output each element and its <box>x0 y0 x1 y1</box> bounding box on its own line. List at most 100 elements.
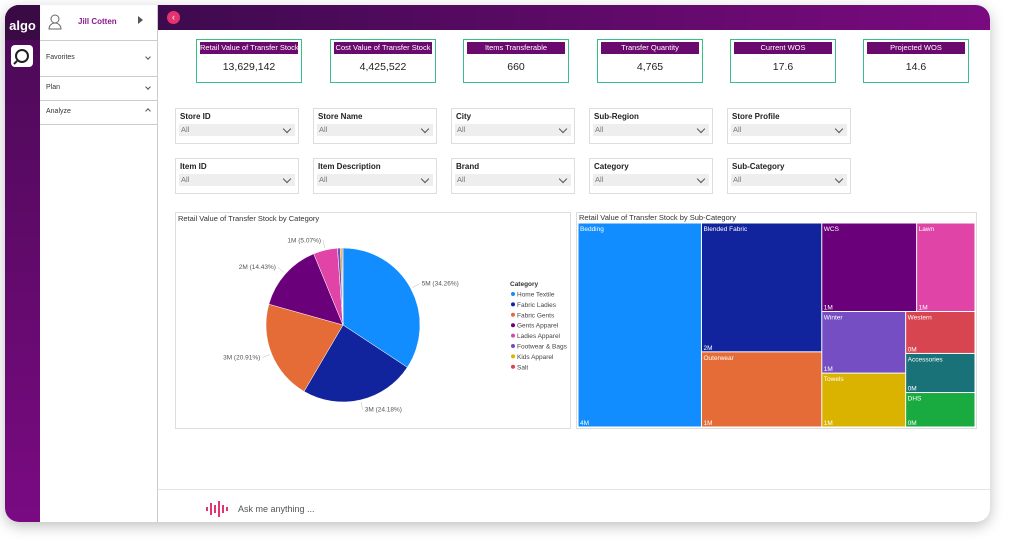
chevron <box>145 108 151 114</box>
sidebar: Jill Cotten Favorites Plan Analyze <box>40 5 158 522</box>
tile-label: DHS <box>908 396 922 403</box>
kpi-label: Cost Value of Transfer Stock <box>334 42 432 54</box>
analyze-icon[interactable] <box>11 45 33 67</box>
kpi-value: 13,629,142 <box>222 61 276 73</box>
tile-label: Lawn <box>919 226 935 233</box>
legend-label: Fabric Gents <box>517 312 555 319</box>
menu-item[interactable]: Plan <box>40 77 158 101</box>
filter: Sub-Region All <box>589 108 713 144</box>
legend-dot <box>511 323 515 328</box>
kpi-card: Items Transferable 660 <box>463 39 569 83</box>
voice-icon[interactable] <box>205 500 231 518</box>
tile-label: Western <box>908 315 932 322</box>
filter: Store ID All <box>175 108 299 144</box>
filter-label: Store ID <box>180 112 211 121</box>
tile-value: 1M <box>824 305 833 312</box>
treemap-tile <box>906 312 975 353</box>
tile-value: 1M <box>703 420 712 427</box>
ask-input[interactable]: Ask me anything ... <box>238 504 315 514</box>
filter-label: Item ID <box>180 162 207 171</box>
tile-label: Towels <box>824 376 845 383</box>
treemap-tile <box>701 352 822 427</box>
tile-label: WCS <box>824 226 840 233</box>
kpi-label: Projected WOS <box>867 42 965 54</box>
data-label: 5M (34.26%) <box>422 281 459 288</box>
legend-dot <box>511 354 515 359</box>
treemap-tile <box>822 312 906 373</box>
chevron <box>145 84 151 90</box>
filter-dropdown[interactable]: All <box>593 124 709 136</box>
kpi-card: Retail Value of Transfer Stock 13,629,142 <box>196 39 302 83</box>
kpi-value: 17.6 <box>772 61 794 73</box>
filter-label: Store Name <box>318 112 363 121</box>
menu-label: Favorites <box>46 54 75 61</box>
filter-dropdown[interactable]: All <box>179 174 295 186</box>
kpi-value: 4,425,522 <box>359 61 407 73</box>
pie-slice <box>341 247 344 326</box>
treemap-tile <box>906 393 975 427</box>
tile-label: Blended Fabric <box>703 226 747 233</box>
user-row[interactable]: Jill Cotten <box>40 5 158 41</box>
leader-line <box>322 240 326 249</box>
menu-label: Plan <box>46 84 61 91</box>
filter-dropdown[interactable]: All <box>731 174 847 186</box>
expand-arrow[interactable] <box>138 16 143 24</box>
filter-dropdown[interactable]: All <box>179 124 295 136</box>
icon <box>13 49 29 65</box>
filter-dropdown[interactable]: All <box>731 124 847 136</box>
kpi-value: 14.6 <box>905 61 927 73</box>
filter-label: Category <box>594 162 629 171</box>
tile-value: 0M <box>908 420 917 427</box>
kpi-label: Current WOS <box>734 42 832 54</box>
header-bar: ‹ <box>158 5 990 30</box>
filter-dropdown[interactable]: All <box>593 174 709 186</box>
filter: Item Description All <box>313 158 437 194</box>
filter-label: Sub-Category <box>732 162 785 171</box>
chart-title: Retail Value of Transfer Stock by Sub-Ca… <box>579 213 736 222</box>
filter-label: Brand <box>456 162 480 171</box>
tile-label: Bedding <box>580 226 604 233</box>
filter: Brand All <box>451 158 575 194</box>
leader-line <box>360 401 364 410</box>
filter-dropdown[interactable]: All <box>455 174 571 186</box>
menu-item[interactable]: Favorites <box>40 41 158 77</box>
legend-label: Gents Apparel <box>517 323 559 330</box>
kpi-label: Items Transferable <box>467 42 565 54</box>
tile-label: Accessories <box>908 356 944 363</box>
user-icon <box>48 14 62 30</box>
legend-dot <box>511 364 515 369</box>
nav-rail <box>5 5 40 522</box>
treemap-tile <box>917 223 975 312</box>
legend-dot <box>511 333 515 338</box>
kpi-card: Transfer Quantity 4,765 <box>597 39 703 83</box>
divider <box>158 489 990 490</box>
kpi-label: Retail Value of Transfer Stock <box>200 42 298 54</box>
filter-dropdown[interactable]: All <box>455 124 571 136</box>
treemap-tile <box>822 223 917 312</box>
kpi-card: Cost Value of Transfer Stock 4,425,522 <box>330 39 436 83</box>
filter: Sub-Category All <box>727 158 851 194</box>
treemap-tile <box>906 353 975 393</box>
legend-label: Kids Apparel <box>517 354 554 361</box>
tile-label: Winter <box>824 315 844 322</box>
brand-logo[interactable]: algo <box>5 5 40 40</box>
filter-label: Sub-Region <box>594 112 639 121</box>
menu-item[interactable]: Analyze <box>40 101 158 125</box>
treemap-panel: Retail Value of Transfer Stock by Sub-Ca… <box>576 212 977 429</box>
filter-label: Store Profile <box>732 112 780 121</box>
tile-value: 2M <box>703 345 712 352</box>
treemap-tile <box>822 373 906 427</box>
legend-label: Footwear & Bags <box>517 344 568 351</box>
filter-dropdown[interactable]: All <box>317 124 433 136</box>
chevron <box>145 54 151 60</box>
filter-label: City <box>456 112 472 121</box>
data-label: 2M (14.43%) <box>239 264 276 271</box>
legend-label: Fabric Ladies <box>517 302 557 309</box>
leader-line <box>262 354 270 358</box>
pie-slice <box>268 253 344 326</box>
kpi-card: Current WOS 17.6 <box>730 39 836 83</box>
back-button[interactable]: ‹ <box>167 11 180 24</box>
filter-dropdown[interactable]: All <box>317 174 433 186</box>
tile-value: 1M <box>919 305 928 312</box>
tile-label: Outerwear <box>703 355 734 362</box>
